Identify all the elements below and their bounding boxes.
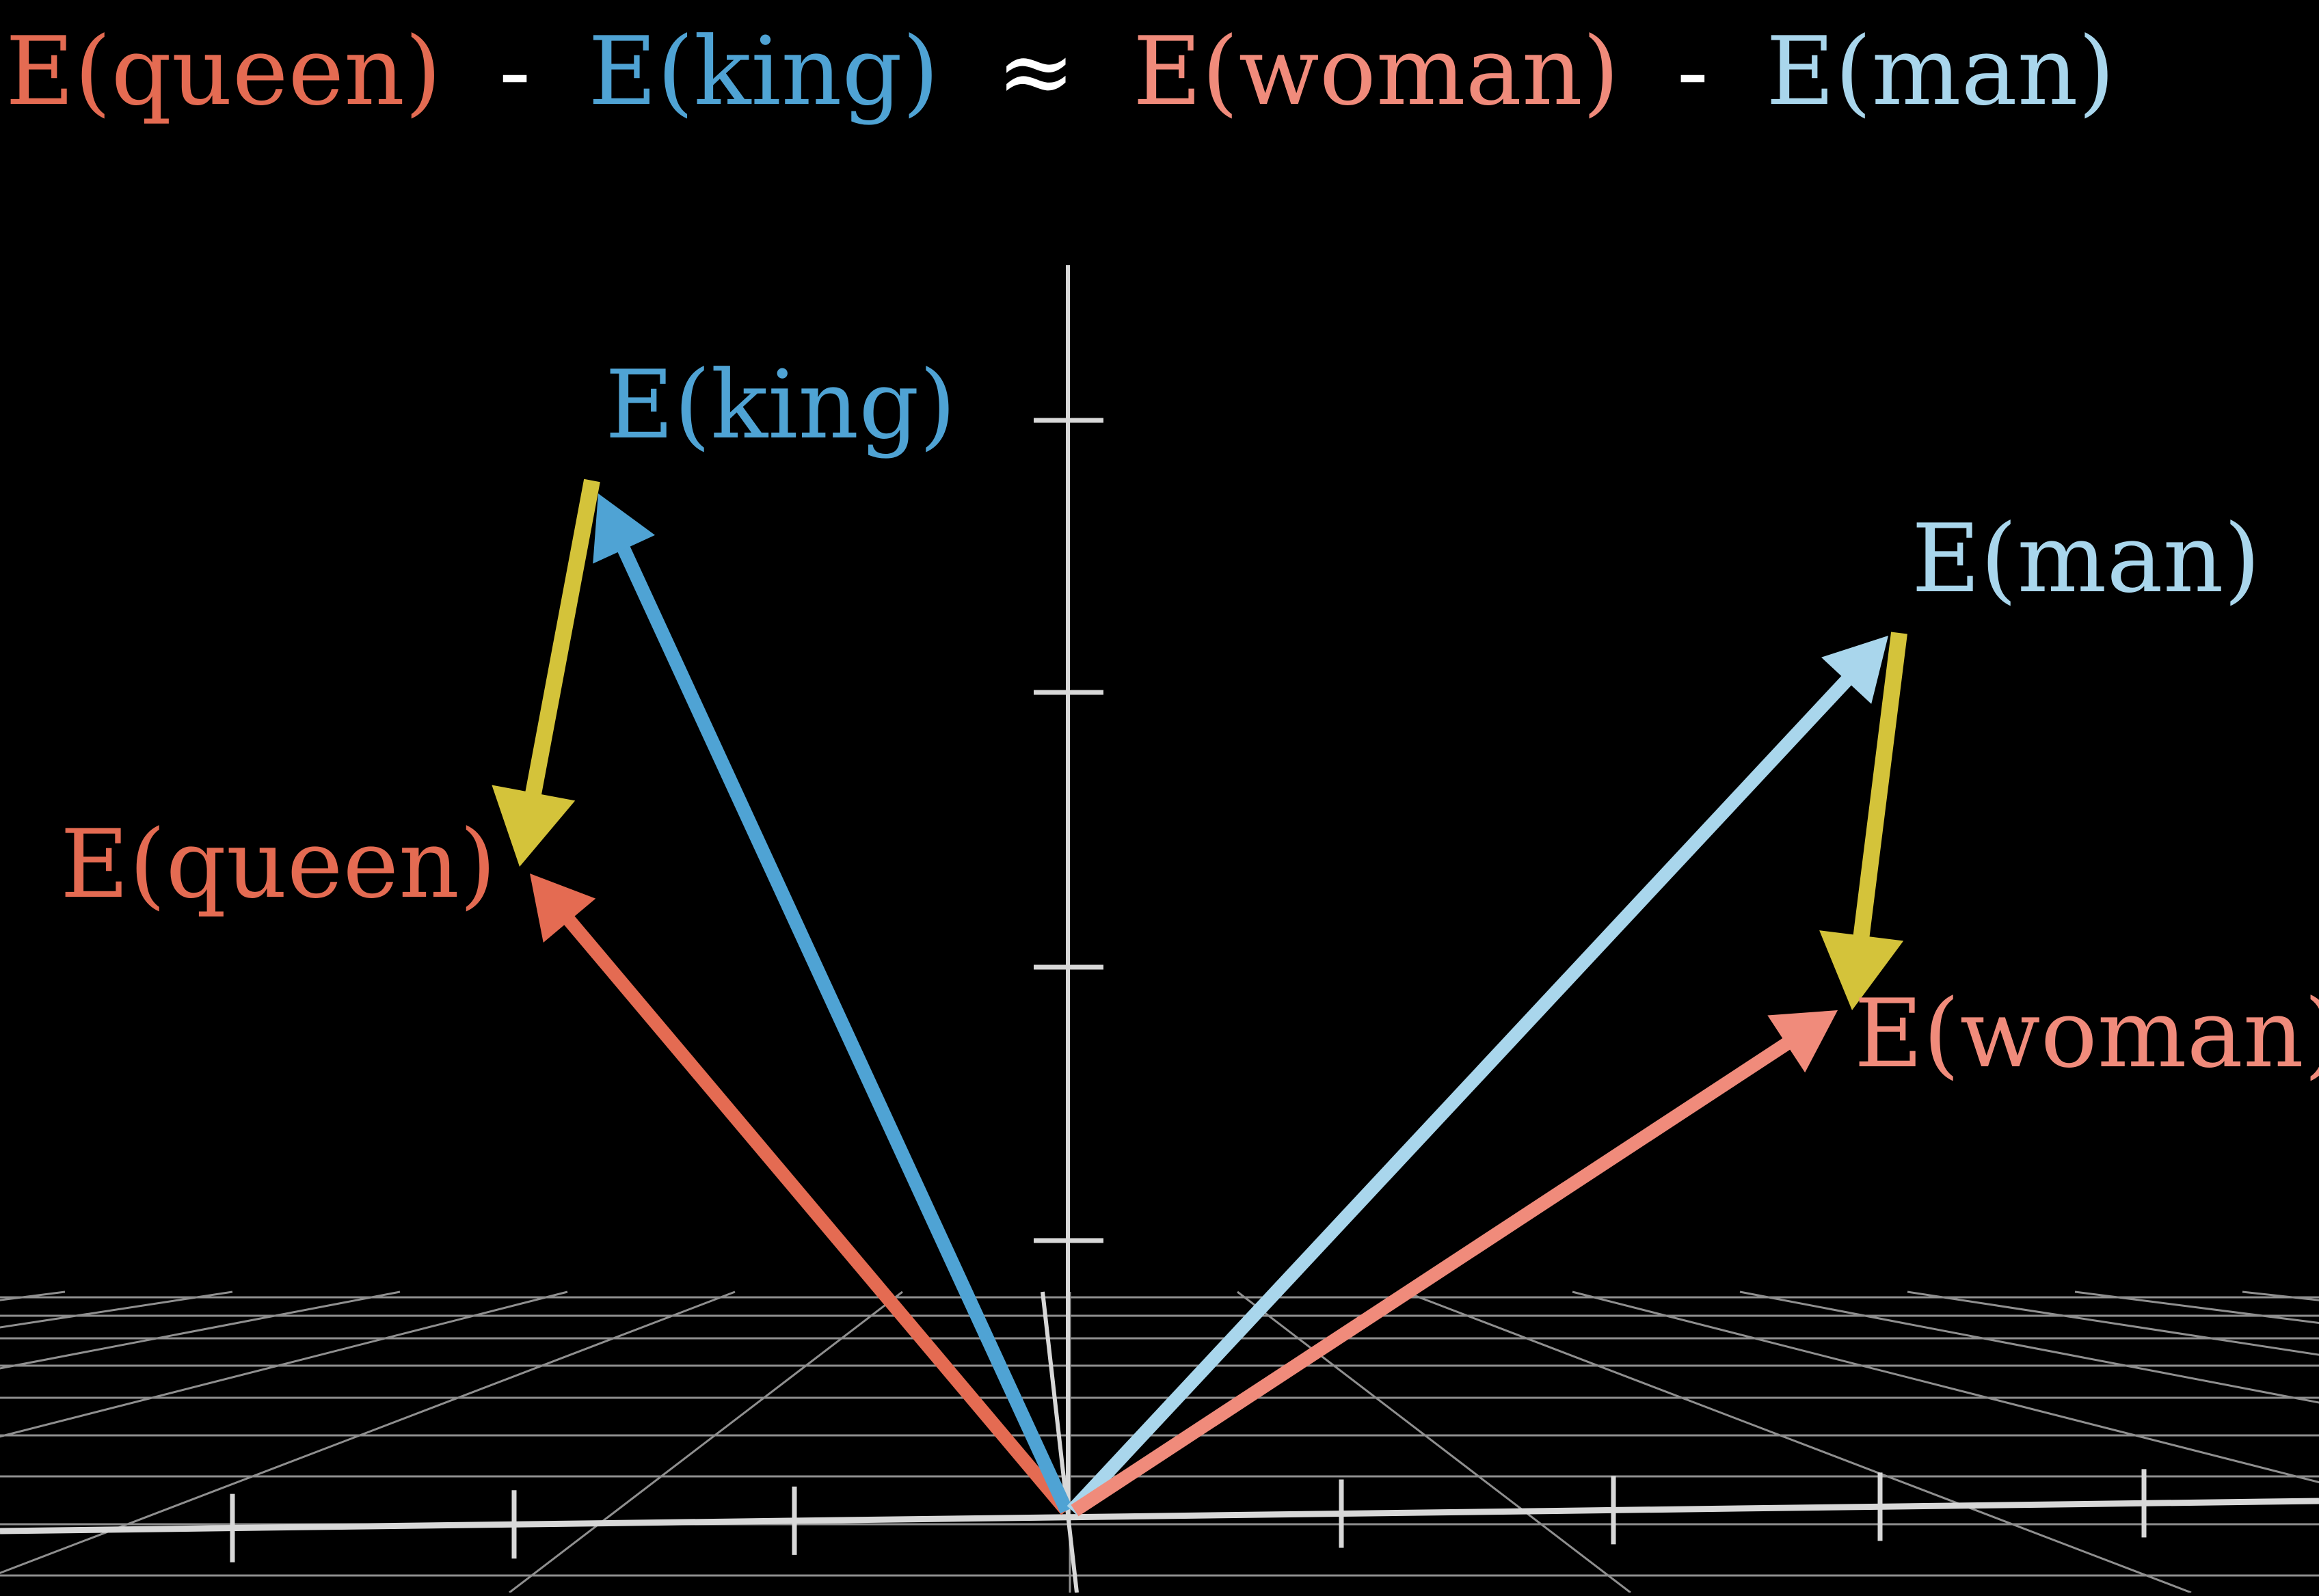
horizontal-axis [0,1469,2319,1563]
grid-line-depth [1237,1290,1631,1593]
vector-king-to-queen-shaft [524,478,600,798]
vector-woman-head [1767,1010,1838,1073]
vector-man-to-woman [1819,632,1907,1010]
grid-line-depth [1739,1290,2319,1404]
vector-king-head [593,493,656,564]
vector-man-to-woman-head [1819,930,1904,1010]
label-man: E(man) [1912,504,2260,614]
equation-queen: E(queen) [5,16,442,126]
label-king: E(king) [605,350,956,460]
grid-line-depth [0,1290,736,1574]
x-axis-line [0,1498,2319,1534]
vector-woman-shaft [1071,1036,1793,1517]
grid-line-depth [0,1290,401,1370]
equation-approx: ≈ [997,16,1076,126]
grid-line-depth [1907,1290,2319,1356]
vector-man-shaft [1067,674,1853,1515]
grid-line-depth [0,1290,568,1438]
depth-axis-line [1041,1291,1079,1593]
vector-man-to-woman-shaft [1853,632,1907,940]
equation-king: E(king) [588,16,939,126]
grid-plane [0,1290,2319,1593]
vector-king-to-queen-head [492,785,576,867]
vector-queen-shaft [562,914,1072,1515]
grid-line-depth [1572,1290,2319,1484]
label-queen: E(queen) [60,809,496,919]
label-woman: E(woman) [1854,979,2319,1089]
vector-king [593,493,1073,1514]
vector-king-to-queen [492,478,600,867]
equation-title: E(queen) - E(king) ≈ E(woman) - E(man) [5,16,2115,126]
vectors-layer [492,478,1907,1517]
equation-man: E(man) [1766,16,2115,126]
grid-line-depth [1404,1290,2192,1593]
vector-queen-head [530,874,596,943]
equation-minus-2: - [1677,16,1709,126]
equation-minus-1: - [499,16,531,126]
grid-line-depth [509,1290,903,1593]
vector-man [1067,636,1888,1515]
equation-woman: E(woman) [1133,16,1620,126]
vector-king-shaft [616,543,1073,1514]
vector-man-head [1821,636,1888,704]
vector-woman [1071,1010,1838,1517]
vector-queen [530,874,1072,1515]
vertical-axis [1034,265,1103,1593]
